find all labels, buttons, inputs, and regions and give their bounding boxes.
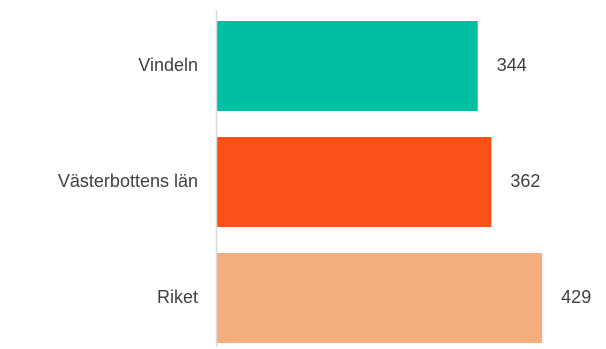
data-label-1: 344 — [497, 55, 527, 75]
category-label-2: Västerbottens län — [58, 171, 198, 191]
category-label-3: Riket — [157, 287, 198, 307]
category-label-1: Vindeln — [138, 55, 198, 75]
labels-layer: Vindeln 344 Västerbottens län 362 Riket 429 — [58, 55, 591, 307]
data-label-3: 429 — [561, 287, 591, 307]
data-label-2: 362 — [510, 171, 540, 191]
bar-3 — [217, 253, 543, 343]
bar-2 — [217, 137, 492, 227]
bars-layer — [217, 21, 543, 343]
bar-1 — [217, 21, 478, 111]
